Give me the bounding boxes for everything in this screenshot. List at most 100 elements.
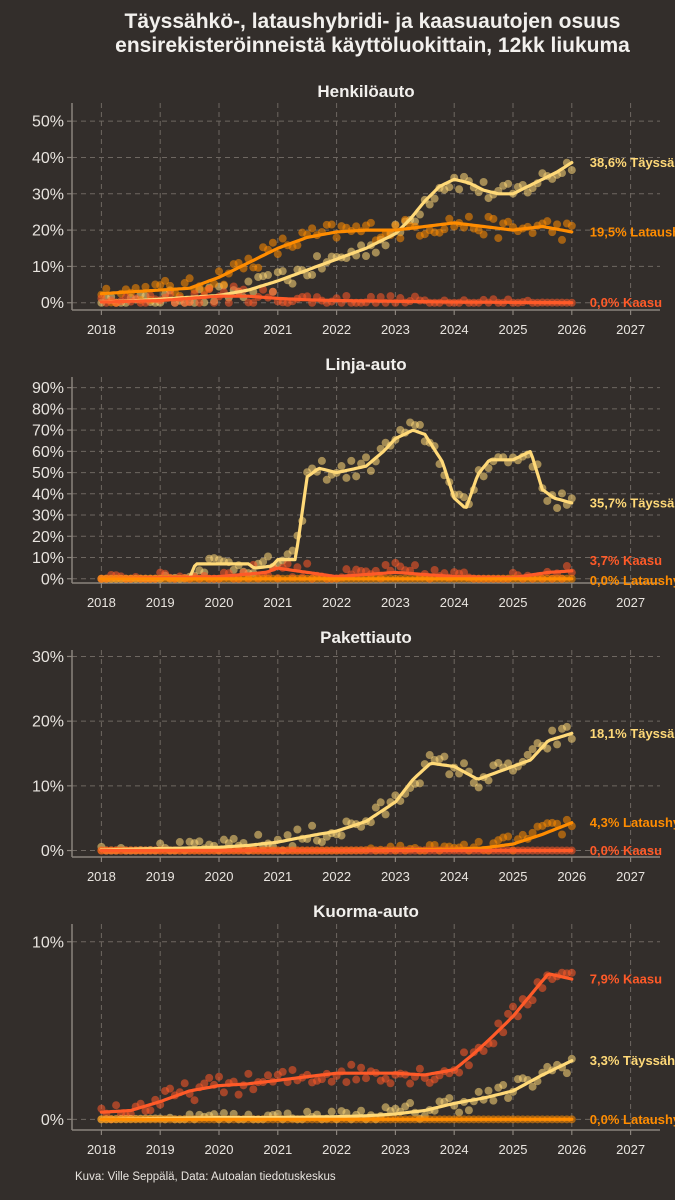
tayssahko-point <box>244 277 253 286</box>
kaasu-point <box>112 1101 121 1110</box>
x-tick-label: 2025 <box>499 595 528 610</box>
y-tick-label: 0% <box>41 571 64 588</box>
panel-2: Linja-auto 0% 10% 20% 30% 40% 50% 60% 70% 80% 90% 2… <box>32 355 675 610</box>
kaasu-point <box>224 298 233 307</box>
tayssahko-point <box>440 752 449 761</box>
lataushybridi-point <box>567 221 576 230</box>
lataushybridi-point <box>210 279 219 288</box>
tayssahko-point <box>504 759 513 768</box>
tayssahko-point <box>523 750 532 759</box>
x-tick-label: 2027 <box>616 1142 645 1157</box>
kaasu-point <box>415 1064 424 1073</box>
lataushybridi-point <box>504 217 513 226</box>
kaasu-point <box>317 1075 326 1084</box>
x-tick-label: 2027 <box>616 595 645 610</box>
kaasu-point <box>362 1074 370 1083</box>
y-tick-label: 30% <box>32 186 64 203</box>
x-tick-label: 2025 <box>499 1142 528 1157</box>
tayssahko-point <box>460 493 468 502</box>
kaasu-point <box>567 968 576 977</box>
x-tick-label: 2022 <box>322 869 351 884</box>
kaasu-point <box>538 984 547 993</box>
x-tick-label: 2022 <box>322 595 351 610</box>
kaasu-point <box>342 565 351 574</box>
y-tick-label: 80% <box>32 401 64 418</box>
x-tick-label: 2026 <box>557 1142 586 1157</box>
kaasu-point <box>195 298 204 307</box>
tayssahko-point <box>317 838 326 847</box>
lataushybridi-point <box>562 815 571 824</box>
y-tick-label: 20% <box>32 529 64 546</box>
tayssahko-point <box>273 1109 282 1118</box>
lataushybridi-point <box>141 282 150 291</box>
y-tick-label: 50% <box>32 465 64 482</box>
x-tick-label: 2026 <box>557 322 586 337</box>
tayssahko-point <box>474 1087 483 1096</box>
tayssahko-point <box>567 734 576 743</box>
tayssahko-point <box>317 456 326 465</box>
kaasu-point <box>342 1078 351 1087</box>
tayssahko-point <box>430 194 439 203</box>
kaasu-point <box>205 1073 214 1082</box>
x-tick-label: 2023 <box>381 322 410 337</box>
lataushybridi-end-label: 4,3% Lataushybridi <box>590 815 675 830</box>
x-tick-label: 2024 <box>440 595 469 610</box>
tayssahko-point <box>308 270 317 279</box>
x-tick-label: 2020 <box>205 595 234 610</box>
tayssahko-point <box>313 252 321 261</box>
source-caption: Kuva: Ville Seppälä, Data: Autoalan tied… <box>75 1171 336 1183</box>
y-tick-label: 10% <box>32 259 64 276</box>
tayssahko-point <box>381 241 390 250</box>
tayssahko-point <box>445 183 454 192</box>
lataushybridi-end-label: 0,0% Lataushybridi <box>590 1112 675 1127</box>
x-tick-label: 2019 <box>146 595 175 610</box>
tayssahko-point <box>264 552 272 561</box>
x-tick-label: 2019 <box>146 869 175 884</box>
tayssahko-point <box>543 496 552 505</box>
tayssahko-point <box>337 462 346 471</box>
lataushybridi-point <box>430 840 439 849</box>
y-tick-label: 0% <box>41 1112 64 1129</box>
tayssahko-point <box>303 1107 312 1116</box>
tayssahko-point <box>474 783 483 792</box>
tayssahko-point <box>460 759 468 768</box>
kaasu-point <box>406 1079 415 1088</box>
tayssahko-point <box>562 722 571 731</box>
lataushybridi-point <box>102 284 111 293</box>
kaasu-point <box>249 298 258 307</box>
lataushybridi-point <box>558 235 566 244</box>
kaasu-point <box>528 996 537 1005</box>
lataushybridi-point <box>489 214 498 223</box>
tayssahko-point <box>293 825 302 834</box>
kaasu-end-label: 0,0% Kaasu <box>590 843 662 858</box>
kaasu-point <box>234 1090 243 1099</box>
lataushybridi-point <box>185 274 194 283</box>
x-tick-label: 2027 <box>616 869 645 884</box>
tayssahko-point <box>455 185 464 194</box>
lataushybridi-point <box>460 840 468 849</box>
lataushybridi-point <box>528 229 537 238</box>
x-tick-label: 2020 <box>205 869 234 884</box>
kaasu-point <box>411 561 419 570</box>
y-tick-label: 30% <box>32 649 64 666</box>
kaasu-point <box>509 1002 517 1011</box>
lataushybridi-point <box>494 234 503 243</box>
lataushybridi-point <box>391 221 400 230</box>
tayssahko-point <box>562 1069 571 1078</box>
y-tick-label: 10% <box>32 778 64 795</box>
lataushybridi-point <box>464 212 473 221</box>
tayssahko-point <box>558 489 566 498</box>
kaasu-point <box>386 292 395 301</box>
tayssahko-point <box>567 166 576 175</box>
tayssahko-point <box>415 779 424 788</box>
x-tick-label: 2022 <box>322 322 351 337</box>
tayssahko-point <box>553 504 562 513</box>
x-tick-label: 2021 <box>263 869 292 884</box>
tayssahko-point <box>342 473 351 482</box>
lataushybridi-point <box>504 832 513 841</box>
tayssahko-point <box>479 178 488 187</box>
lataushybridi-point <box>219 280 228 289</box>
lataushybridi-point <box>558 830 566 839</box>
y-tick-label: 30% <box>32 508 64 525</box>
chart-title-line-1: Täyssähkö-, lataushybridi- ja kaasuautoj… <box>124 10 621 33</box>
